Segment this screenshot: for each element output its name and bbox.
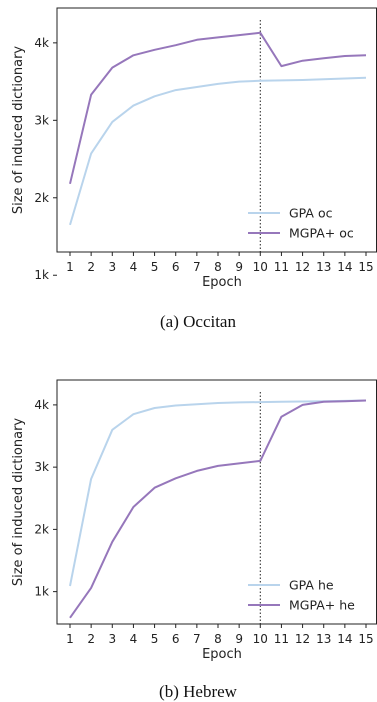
legend-label-2: MGPA+ he: [289, 598, 355, 613]
x-tick-label: 8: [214, 260, 222, 274]
x-tick-label: 4: [130, 632, 138, 646]
x-tick-label: 14: [337, 260, 352, 274]
series-line-2: [69, 31, 367, 185]
x-tick-label: 12: [295, 260, 310, 274]
x-tick-label: 7: [193, 260, 201, 274]
y-tick-label: 3k: [34, 113, 49, 127]
x-tick-label: 12: [295, 632, 310, 646]
figure-caption: (b) Hebrew: [159, 682, 238, 701]
x-tick-label: 7: [193, 632, 201, 646]
legend-label-1: GPA he: [289, 578, 334, 593]
y-tick-label: 3k: [34, 460, 49, 474]
x-tick-label: 8: [214, 632, 222, 646]
x-tick-label: 3: [108, 260, 116, 274]
y-tick-label: 1k: [34, 585, 49, 599]
legend-label-2: MGPA+ oc: [289, 226, 354, 241]
x-tick-label: 1: [66, 260, 74, 274]
x-tick-label: 10: [253, 260, 268, 274]
x-tick-label: 6: [172, 632, 180, 646]
x-tick-label: 13: [316, 632, 331, 646]
y-tick-label: 1k: [34, 268, 49, 282]
x-tick-label: 14: [337, 632, 352, 646]
x-tick-label: 2: [87, 260, 95, 274]
x-tick-label: 5: [151, 260, 159, 274]
y-axis-label: Size of induced dictionary: [11, 46, 26, 215]
y-tick-label: 2k: [34, 191, 49, 205]
x-tick-label: 10: [253, 632, 268, 646]
y-tick-label: 2k: [34, 522, 49, 536]
x-tick-label: 11: [274, 260, 289, 274]
x-axis-label: Epoch: [202, 647, 242, 662]
x-axis-label: Epoch: [202, 275, 242, 290]
x-tick-label: 15: [358, 632, 373, 646]
series-line-1: [69, 76, 367, 226]
figure-caption: (a) Occitan: [160, 312, 236, 331]
x-tick-label: 15: [358, 260, 373, 274]
y-tick-label: 4k: [34, 398, 49, 412]
legend-label-1: GPA oc: [289, 206, 333, 221]
series-line-2: [69, 399, 367, 619]
x-tick-label: 11: [274, 632, 289, 646]
y-axis-label: Size of induced dictionary: [11, 418, 26, 587]
x-tick-label: 9: [235, 260, 243, 274]
x-tick-label: 13: [316, 260, 331, 274]
x-tick-label: 4: [130, 260, 138, 274]
x-tick-label: 1: [66, 632, 74, 646]
y-tick-label: 4k: [34, 36, 49, 50]
x-tick-label: 2: [87, 632, 95, 646]
x-tick-label: 5: [151, 632, 159, 646]
series-line-1: [69, 399, 367, 587]
x-tick-label: 9: [235, 632, 243, 646]
x-tick-label: 6: [172, 260, 180, 274]
x-tick-label: 3: [108, 632, 116, 646]
